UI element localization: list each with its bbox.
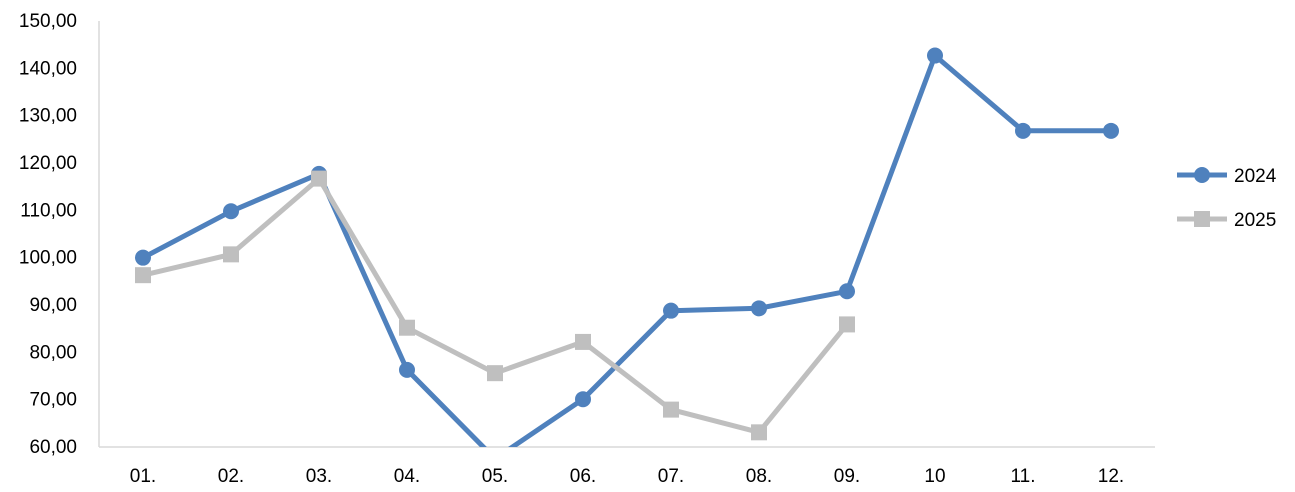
data-point (575, 391, 591, 408)
y-tick-label: 90,00 (29, 295, 77, 316)
x-tick-label: 05. (482, 466, 508, 487)
data-point (399, 361, 415, 378)
series-line (140, 53, 1114, 447)
x-tick-label: 06. (570, 466, 596, 487)
series-line (140, 176, 850, 435)
data-point (223, 203, 239, 220)
data-point (399, 319, 415, 336)
y-tick-label: 80,00 (29, 342, 77, 363)
x-tick-label: 01. (130, 466, 156, 487)
legend-item: 2025 (1177, 210, 1276, 231)
data-point (575, 333, 591, 350)
series-layer (135, 47, 1119, 467)
x-tick-label: 03. (306, 466, 332, 487)
series-2025 (135, 170, 855, 441)
x-tick-label: 07. (658, 466, 684, 487)
legend-marker (1194, 211, 1210, 227)
data-point (487, 451, 503, 467)
y-tick-label: 70,00 (29, 390, 77, 411)
x-axis-tick-labels: 01. 02. 03. 04. 05. 06. 07. 08. 09. 10 11. 12. (130, 466, 1124, 487)
y-tick-label: 130,00 (19, 106, 77, 127)
y-tick-label: 110,00 (20, 200, 77, 221)
data-point (487, 365, 503, 382)
data-point (663, 302, 679, 319)
x-tick-label: 12. (1098, 466, 1124, 487)
x-tick-label: 02. (218, 466, 244, 487)
legend: 2024 2025 (1177, 166, 1277, 231)
data-point (135, 267, 151, 284)
x-tick-label: 08. (746, 466, 772, 487)
data-point (751, 300, 767, 317)
y-tick-label: 100,00 (19, 248, 77, 269)
data-point (311, 170, 327, 187)
data-point (927, 47, 943, 64)
y-tick-label: 120,00 (19, 153, 77, 174)
axes (98, 21, 1155, 448)
data-point (839, 316, 855, 333)
legend-marker (1194, 167, 1210, 183)
y-tick-label: 150,00 (19, 11, 77, 32)
y-axis-tick-labels: 60,00 70,00 80,00 90,00 100,00 110,00 120,00 13… (19, 11, 77, 458)
data-point (839, 283, 855, 300)
series-2024 (135, 47, 1119, 467)
y-tick-label: 140,00 (19, 58, 77, 79)
legend-label: 2024 (1234, 166, 1277, 187)
data-point (1015, 122, 1031, 139)
data-point (751, 424, 767, 441)
data-point (1103, 122, 1119, 139)
data-point (223, 246, 239, 263)
x-tick-label: 10 (924, 466, 945, 487)
x-tick-label: 11. (1010, 466, 1035, 487)
legend-label: 2025 (1234, 210, 1276, 231)
y-tick-label: 60,00 (29, 437, 77, 458)
legend-item: 2024 (1177, 166, 1277, 187)
data-point (135, 249, 151, 266)
x-tick-label: 04. (394, 466, 420, 487)
data-point (663, 401, 679, 418)
x-tick-label: 09. (834, 466, 860, 487)
